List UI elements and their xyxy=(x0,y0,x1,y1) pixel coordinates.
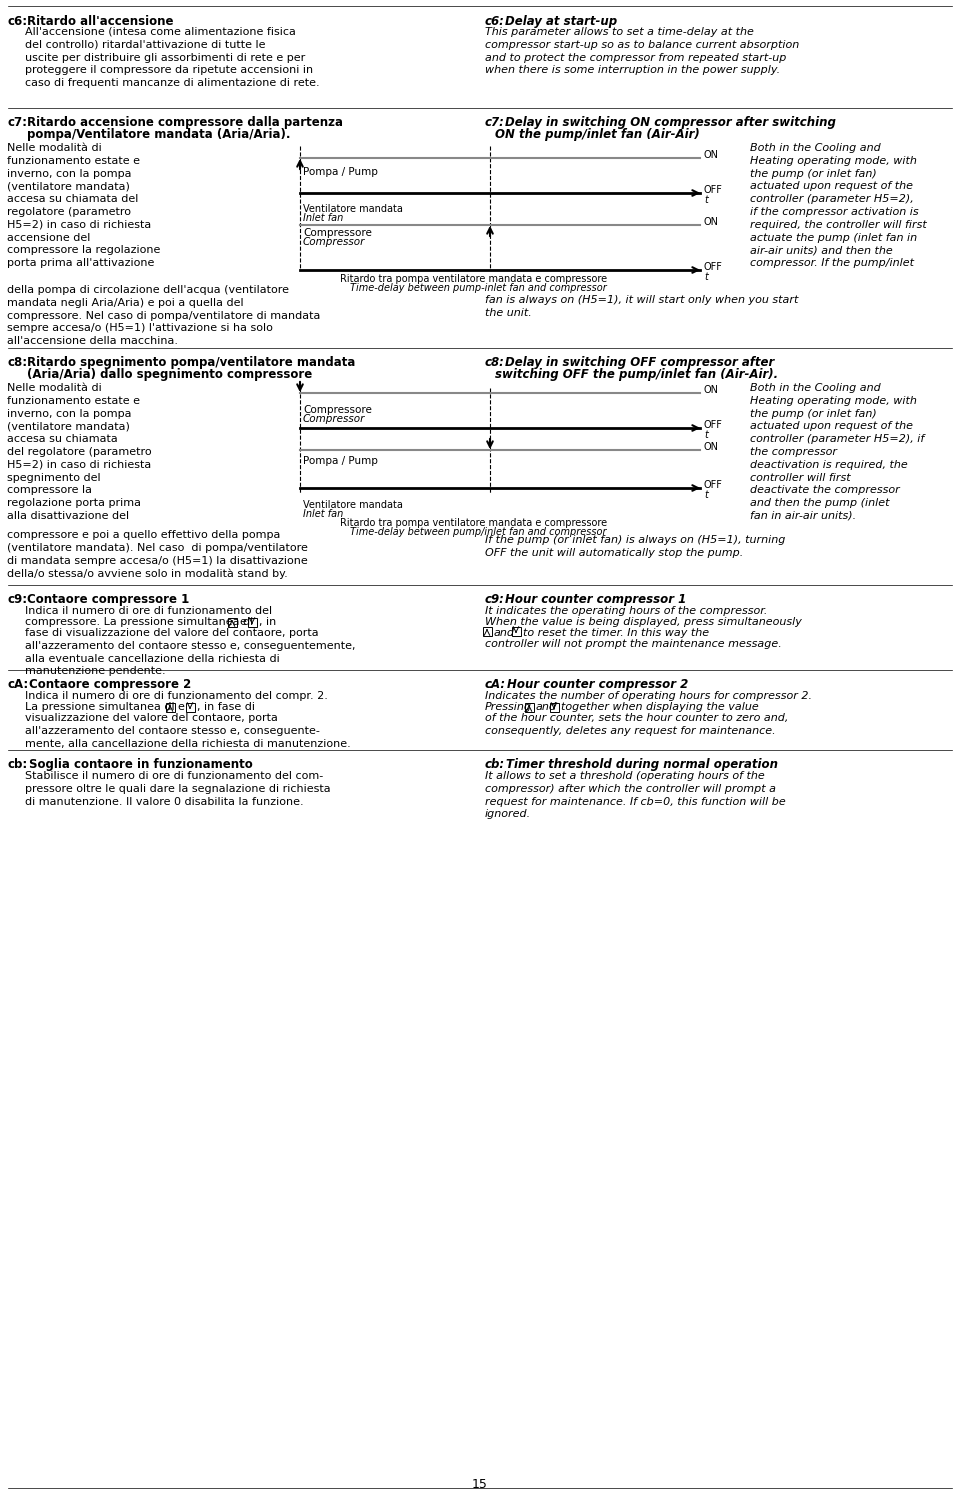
Text: cb:: cb: xyxy=(7,759,27,771)
Text: c7:: c7: xyxy=(7,116,27,129)
Text: Hour counter compressor 1: Hour counter compressor 1 xyxy=(505,593,686,605)
Text: Delay in switching OFF compressor after: Delay in switching OFF compressor after xyxy=(505,356,775,369)
Text: Pompa / Pump: Pompa / Pump xyxy=(303,457,378,466)
Text: e: e xyxy=(239,617,246,626)
Text: 15: 15 xyxy=(472,1478,488,1491)
Text: (Aria/Aria) dallo spegnimento compressore: (Aria/Aria) dallo spegnimento compressor… xyxy=(27,368,312,382)
Text: c8:: c8: xyxy=(7,356,27,369)
Text: Delay at start-up: Delay at start-up xyxy=(505,15,617,29)
Text: pompa/Ventilatore mandata (Aria/Aria).: pompa/Ventilatore mandata (Aria/Aria). xyxy=(27,128,291,141)
Text: della pompa di circolazione dell'acqua (ventilatore
mandata negli Aria/Aria) e p: della pompa di circolazione dell'acqua (… xyxy=(7,285,321,345)
Text: compressore e poi a quello effettivo della pompa
(ventilatore mandata). Nel caso: compressore e poi a quello effettivo del… xyxy=(7,530,308,580)
Text: Contaore compressore 2: Contaore compressore 2 xyxy=(29,677,191,691)
Text: ON the pump/inlet fan (Air-Air): ON the pump/inlet fan (Air-Air) xyxy=(495,128,700,141)
Text: Ritardo spegnimento pompa/ventilatore mandata: Ritardo spegnimento pompa/ventilatore ma… xyxy=(27,356,355,369)
Bar xyxy=(185,703,195,712)
Text: OFF: OFF xyxy=(704,421,723,430)
Text: visualizzazione del valore del contaore, porta
all'azzeramento del contaore stes: visualizzazione del valore del contaore,… xyxy=(25,713,350,748)
Text: Timer threshold during normal operation: Timer threshold during normal operation xyxy=(506,759,778,771)
Text: Time-delay between pump-inlet fan and compressor: Time-delay between pump-inlet fan and co… xyxy=(350,282,607,293)
Bar xyxy=(228,617,236,626)
Bar xyxy=(483,626,492,635)
Text: t: t xyxy=(704,490,708,500)
Text: t: t xyxy=(704,272,708,282)
Text: Compressore: Compressore xyxy=(303,406,372,415)
Text: Delay in switching ON compressor after switching: Delay in switching ON compressor after s… xyxy=(505,116,836,129)
Text: Nelle modalità di
funzionamento estate e
inverno, con la pompa
(ventilatore mand: Nelle modalità di funzionamento estate e… xyxy=(7,383,152,521)
Text: fase di visualizzazione del valore del contaore, porta
all'azzeramento del conta: fase di visualizzazione del valore del c… xyxy=(25,628,355,676)
Text: Both in the Cooling and
Heating operating mode, with
the pump (or inlet fan)
act: Both in the Cooling and Heating operatin… xyxy=(750,143,926,269)
Text: Ritardo tra pompa ventilatore mandata e compressore: Ritardo tra pompa ventilatore mandata e … xyxy=(340,518,607,529)
Text: OFF: OFF xyxy=(704,481,723,490)
Text: and: and xyxy=(494,628,515,638)
Text: ON: ON xyxy=(704,442,719,452)
Text: Time-delay between pump/inlet fan and compressor: Time-delay between pump/inlet fan and co… xyxy=(350,527,607,538)
Text: Pressing: Pressing xyxy=(485,701,532,712)
Bar xyxy=(165,703,175,712)
Bar xyxy=(549,703,559,712)
Text: Compressore: Compressore xyxy=(303,228,372,237)
Text: fan is always on (H5=1), it will start only when you start
the unit.: fan is always on (H5=1), it will start o… xyxy=(485,294,799,318)
Text: Stabilisce il numero di ore di funzionamento del com-
pressore oltre le quali da: Stabilisce il numero di ore di funzionam… xyxy=(25,771,330,807)
Text: Indicates the number of operating hours for compressor 2.: Indicates the number of operating hours … xyxy=(485,691,812,701)
Text: ON: ON xyxy=(704,150,719,161)
Text: and: and xyxy=(536,701,557,712)
Text: Ritardo accensione compressore dalla partenza: Ritardo accensione compressore dalla par… xyxy=(27,116,343,129)
Text: controller will not prompt the maintenance message.: controller will not prompt the maintenan… xyxy=(485,638,781,649)
Text: It allows to set a threshold (operating hours of the
compressor) after which the: It allows to set a threshold (operating … xyxy=(485,771,785,820)
Text: t: t xyxy=(704,430,708,440)
Text: La pressione simultanea di: La pressione simultanea di xyxy=(25,701,175,712)
Text: If the pump (or inlet fan) is always on (H5=1), turning
OFF the unit will automa: If the pump (or inlet fan) is always on … xyxy=(485,535,785,557)
Text: ON: ON xyxy=(704,385,719,395)
Text: Compressor: Compressor xyxy=(303,237,366,246)
Text: c9:: c9: xyxy=(7,593,27,605)
Text: cA:: cA: xyxy=(485,677,506,691)
Text: Nelle modalità di
funzionamento estate e
inverno, con la pompa
(ventilatore mand: Nelle modalità di funzionamento estate e… xyxy=(7,143,160,269)
Text: of the hour counter, sets the hour counter to zero and,
consequently, deletes an: of the hour counter, sets the hour count… xyxy=(485,713,788,736)
Text: e: e xyxy=(177,701,184,712)
Text: This parameter allows to set a time-delay at the
compressor start-up so as to ba: This parameter allows to set a time-dela… xyxy=(485,27,800,75)
Text: Indica il numero di ore di funzionamento del: Indica il numero di ore di funzionamento… xyxy=(25,605,272,616)
Text: Hour counter compressor 2: Hour counter compressor 2 xyxy=(507,677,688,691)
Text: Soglia contaore in funzionamento: Soglia contaore in funzionamento xyxy=(29,759,252,771)
Text: All'accensione (intesa come alimentazione fisica
del controllo) ritardal'attivaz: All'accensione (intesa come alimentazion… xyxy=(25,27,320,89)
Text: OFF: OFF xyxy=(704,261,723,272)
Text: cb:: cb: xyxy=(485,759,505,771)
Text: Inlet fan: Inlet fan xyxy=(303,509,344,520)
Text: Contaore compressore 1: Contaore compressore 1 xyxy=(27,593,189,605)
Text: , in: , in xyxy=(259,617,276,626)
Text: switching OFF the pump/inlet fan (Air-Air).: switching OFF the pump/inlet fan (Air-Ai… xyxy=(495,368,779,382)
Text: c8:: c8: xyxy=(485,356,505,369)
Text: c7:: c7: xyxy=(485,116,505,129)
Bar xyxy=(524,703,534,712)
Text: Pompa / Pump: Pompa / Pump xyxy=(303,167,378,177)
Text: to reset the timer. In this way the: to reset the timer. In this way the xyxy=(523,628,709,638)
Text: ON: ON xyxy=(704,216,719,227)
Text: Inlet fan: Inlet fan xyxy=(303,213,344,222)
Text: Ritardo all'accensione: Ritardo all'accensione xyxy=(27,15,174,29)
Text: together when displaying the value: together when displaying the value xyxy=(561,701,758,712)
Text: compressore. La pressione simultanea di: compressore. La pressione simultanea di xyxy=(25,617,253,626)
Text: OFF: OFF xyxy=(704,185,723,195)
Text: It indicates the operating hours of the compressor.: It indicates the operating hours of the … xyxy=(485,605,767,616)
Text: t: t xyxy=(704,195,708,204)
Bar xyxy=(512,626,520,635)
Text: Both in the Cooling and
Heating operating mode, with
the pump (or inlet fan)
act: Both in the Cooling and Heating operatin… xyxy=(750,383,924,521)
Text: cA:: cA: xyxy=(7,677,28,691)
Text: c6:: c6: xyxy=(7,15,27,29)
Text: Compressor: Compressor xyxy=(303,415,366,424)
Text: c6:: c6: xyxy=(485,15,505,29)
Bar xyxy=(248,617,256,626)
Text: Ventilatore mandata: Ventilatore mandata xyxy=(303,500,403,511)
Text: c9:: c9: xyxy=(485,593,505,605)
Text: Indica il numero di ore di funzionamento del compr. 2.: Indica il numero di ore di funzionamento… xyxy=(25,691,328,701)
Text: , in fase di: , in fase di xyxy=(197,701,255,712)
Text: Ritardo tra pompa ventilatore mandata e compressore: Ritardo tra pompa ventilatore mandata e … xyxy=(340,273,607,284)
Text: Ventilatore mandata: Ventilatore mandata xyxy=(303,204,403,213)
Text: When the value is being displayed, press simultaneously: When the value is being displayed, press… xyxy=(485,617,802,626)
